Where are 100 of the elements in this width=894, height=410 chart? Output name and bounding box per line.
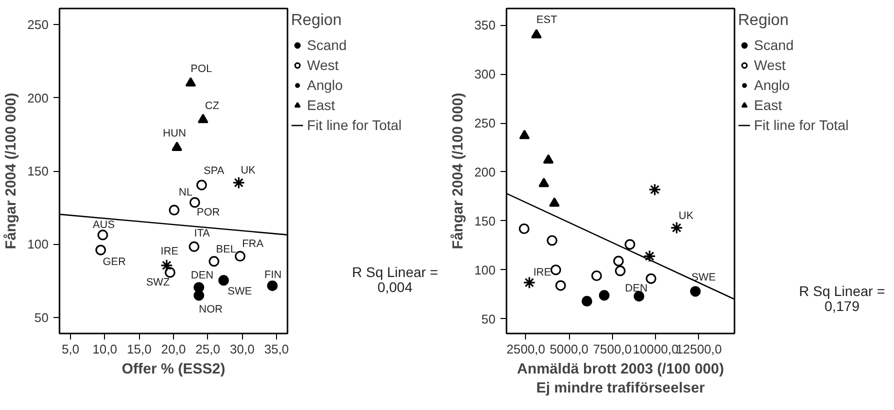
point bbox=[546, 235, 558, 246]
annotation: BEL bbox=[216, 243, 236, 256]
y-axis-title: Fångar 2004 (/100 000) bbox=[449, 92, 466, 250]
point bbox=[555, 280, 566, 291]
point bbox=[648, 183, 662, 196]
point bbox=[614, 266, 626, 276]
annotation: IRE bbox=[160, 245, 178, 258]
annotation: SWE bbox=[691, 271, 716, 284]
legend-title: Region bbox=[291, 12, 343, 30]
annotation: FRA bbox=[242, 238, 264, 250]
point bbox=[188, 241, 200, 252]
annotation: FIN bbox=[264, 268, 282, 281]
y-tick-label: 100 bbox=[474, 263, 496, 278]
x-tick-label: 20,0 bbox=[161, 342, 186, 356]
point bbox=[234, 250, 246, 262]
point bbox=[232, 176, 246, 190]
point bbox=[531, 28, 542, 38]
y-tick-label: 50 bbox=[34, 310, 48, 325]
y-axis-title: Fångar 2004 (/100 000) bbox=[2, 92, 20, 250]
point bbox=[582, 296, 592, 306]
point bbox=[624, 239, 636, 250]
point bbox=[613, 256, 624, 266]
point bbox=[168, 204, 180, 216]
legend-label: Anglo bbox=[754, 77, 790, 93]
y-tick-label: 200 bbox=[27, 91, 49, 106]
legend-label: West bbox=[307, 57, 339, 73]
point bbox=[591, 270, 602, 282]
point bbox=[185, 77, 196, 87]
point bbox=[164, 267, 176, 278]
annotation: SWZ bbox=[146, 276, 170, 288]
annotation: CZ bbox=[205, 100, 220, 112]
legend-label: East bbox=[307, 97, 336, 113]
point bbox=[172, 142, 182, 151]
legend-label: Anglo bbox=[307, 77, 343, 93]
annotation: HUN bbox=[162, 128, 186, 140]
point bbox=[196, 180, 207, 190]
legend-label: Scand bbox=[754, 37, 794, 53]
x-axis-title: Anmäldä brott 2003 (/100 000) Ej mindre trafiförseelser bbox=[517, 362, 724, 397]
x-tick-label: 30,0 bbox=[230, 342, 254, 356]
y-tick-label: 200 bbox=[474, 165, 496, 180]
annotation: ITA bbox=[194, 228, 211, 240]
point bbox=[160, 259, 173, 272]
point bbox=[519, 130, 530, 140]
x-tick-label: 25,0 bbox=[196, 342, 220, 356]
x-tick-label: 15,0 bbox=[126, 342, 152, 356]
x-tick-label: 10,0 bbox=[92, 342, 118, 356]
legend-label: East bbox=[754, 97, 782, 113]
y-tick-label: 100 bbox=[27, 238, 49, 252]
x-tick-label: 12500,0 bbox=[676, 342, 722, 356]
point bbox=[646, 273, 656, 284]
annotation: DEN bbox=[625, 282, 648, 295]
annotation: GER bbox=[102, 256, 126, 268]
annotation: UK bbox=[240, 164, 256, 177]
point bbox=[194, 290, 204, 301]
point bbox=[549, 197, 560, 207]
annotation: UK bbox=[678, 210, 694, 222]
x-tick-label: 5000,0 bbox=[550, 342, 588, 356]
point bbox=[208, 256, 220, 267]
point bbox=[523, 276, 536, 289]
x-axis-title: Offer % (ESS2) bbox=[122, 362, 226, 378]
y-tick-label: 300 bbox=[474, 68, 496, 82]
annotation: POL bbox=[190, 63, 212, 76]
y-tick-label: 250 bbox=[474, 116, 496, 131]
y-tick-label: 150 bbox=[474, 214, 496, 228]
y-tick-label: 350 bbox=[474, 18, 496, 33]
annotation: NL bbox=[178, 186, 192, 198]
point bbox=[550, 264, 562, 276]
x-tick-label: 35,0 bbox=[264, 342, 289, 356]
point bbox=[598, 290, 610, 301]
annotation: IRE bbox=[533, 266, 552, 279]
point bbox=[518, 223, 530, 234]
point bbox=[95, 244, 106, 256]
point bbox=[543, 154, 554, 164]
legend-label: Scand bbox=[307, 37, 347, 53]
point bbox=[670, 221, 683, 234]
point bbox=[538, 178, 550, 188]
annotation: DEN bbox=[190, 269, 214, 282]
annotation: SWE bbox=[228, 285, 252, 298]
x-tick-label: 2500,0 bbox=[506, 342, 546, 356]
annotation: AUS bbox=[92, 218, 115, 231]
point bbox=[218, 275, 229, 286]
y-tick-label: 250 bbox=[27, 18, 49, 32]
point bbox=[189, 197, 200, 208]
legend-label: West bbox=[754, 57, 786, 73]
point bbox=[690, 286, 701, 297]
y-tick-label: 50 bbox=[481, 312, 496, 326]
x-tick-label: 5,0 bbox=[62, 342, 80, 356]
x-tick-label: 7500,0 bbox=[593, 342, 632, 356]
annotation: POR bbox=[196, 206, 220, 218]
x-tick-label: 10000,0 bbox=[632, 342, 678, 356]
text: R Sq Linear = 0,004 bbox=[352, 264, 438, 295]
point bbox=[643, 250, 656, 262]
text: R Sq Linear = 0,179 bbox=[799, 283, 885, 314]
legend-title: Region bbox=[738, 12, 790, 30]
point bbox=[198, 114, 208, 124]
legend-label: Fit line for Total bbox=[307, 117, 402, 133]
annotation: EST bbox=[536, 14, 558, 26]
annotation: SPA bbox=[204, 165, 226, 178]
annotation: NOR bbox=[198, 303, 223, 316]
point bbox=[97, 230, 108, 240]
